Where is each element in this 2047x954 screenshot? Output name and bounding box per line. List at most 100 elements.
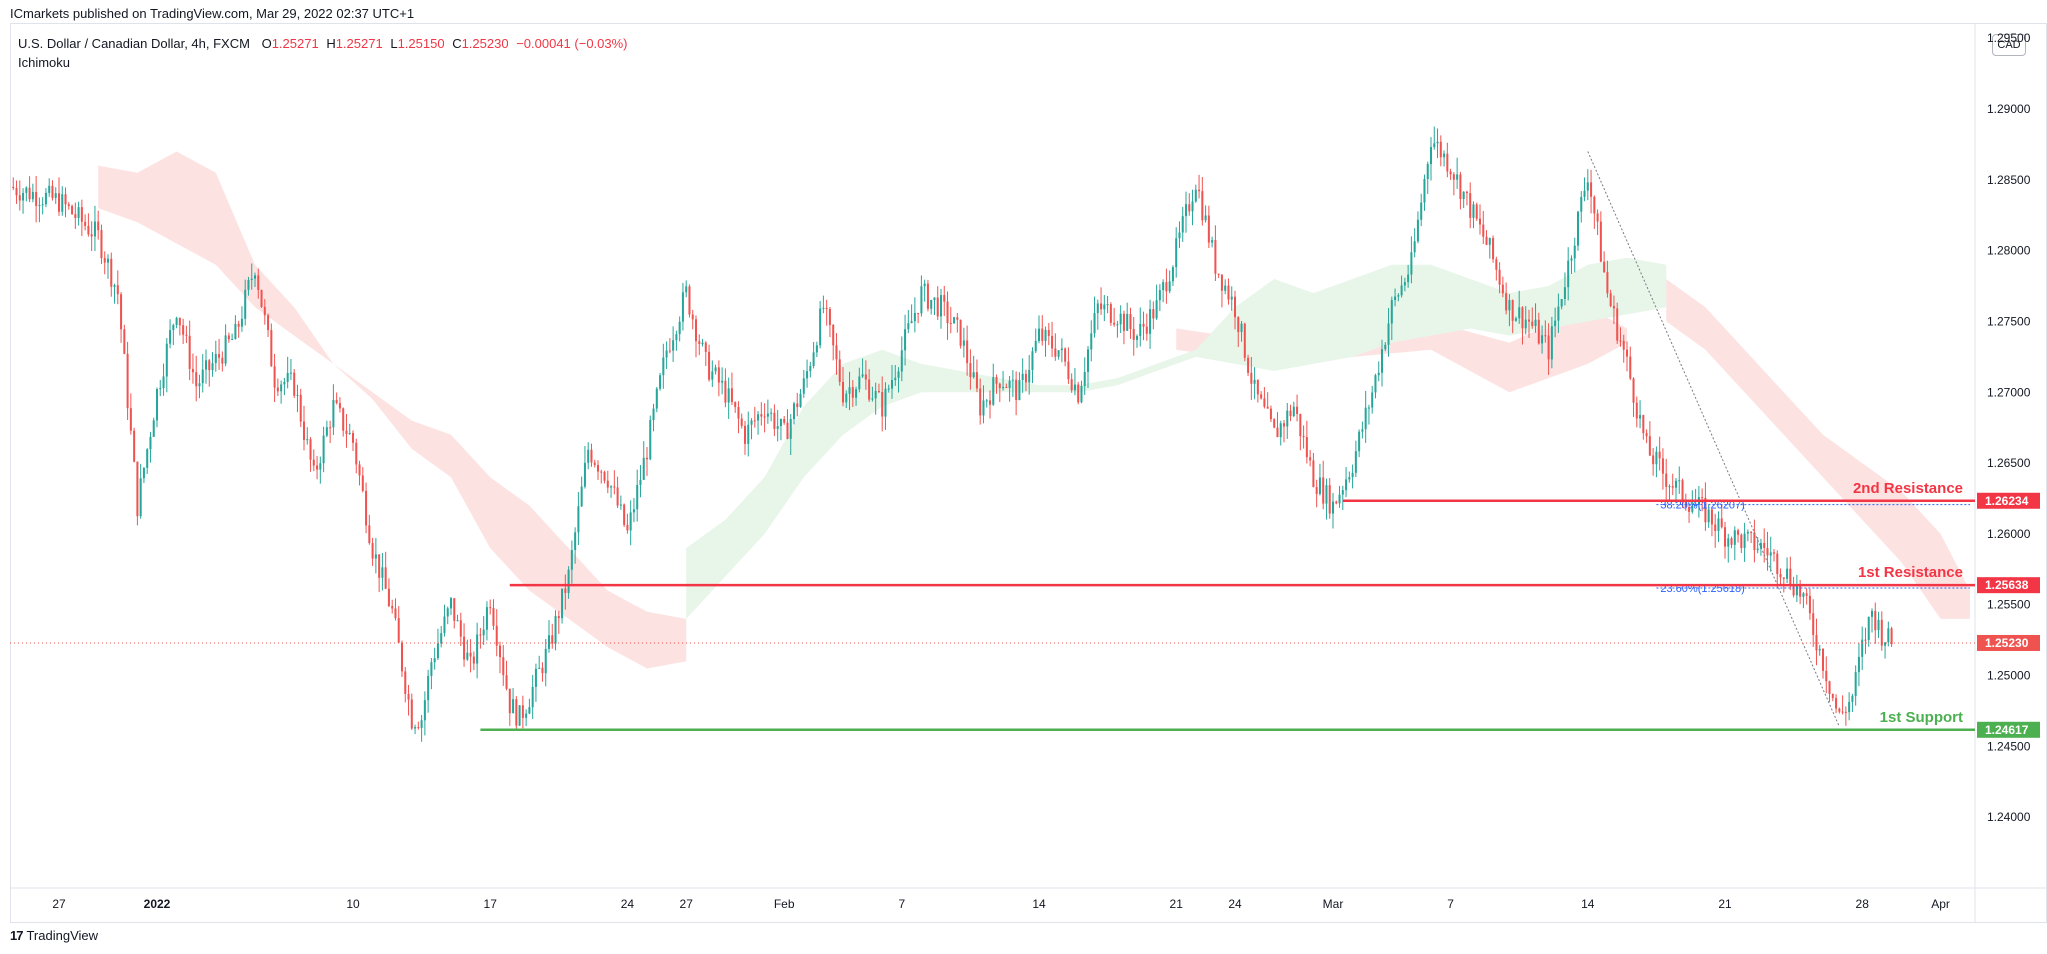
candle-body: [404, 671, 407, 694]
candle-body: [1077, 384, 1080, 403]
candle-body: [1756, 548, 1759, 551]
candle-body: [218, 354, 221, 358]
candle-body: [120, 294, 123, 330]
candle-body: [1073, 384, 1076, 391]
candle-body: [629, 512, 632, 531]
candle-body: [1449, 171, 1452, 175]
candle-body: [626, 524, 629, 531]
candle-body: [162, 376, 165, 389]
symbol-title[interactable]: U.S. Dollar / Canadian Dollar, 4h, FXCM: [18, 36, 250, 51]
candle-body: [623, 504, 626, 525]
candle-body: [832, 325, 835, 346]
candle-body: [224, 335, 227, 364]
candle-body: [943, 295, 946, 302]
candle-body: [472, 656, 475, 664]
candle-body: [332, 399, 335, 428]
close-label: C: [452, 36, 462, 51]
candle-body: [544, 648, 547, 674]
candle-body: [1371, 392, 1374, 408]
candle-body: [1848, 701, 1851, 713]
candle-body: [711, 371, 714, 380]
candle-body: [136, 461, 139, 517]
candle-body: [1086, 349, 1090, 372]
candle-body: [1217, 273, 1220, 275]
candle-body: [1403, 282, 1406, 286]
candle-body: [1155, 300, 1158, 319]
candle-body: [740, 418, 743, 426]
candle-body: [1743, 533, 1746, 548]
level-price-label: 1.26234: [1985, 494, 2029, 508]
high-value: 1.25271: [335, 36, 383, 51]
candle-body: [1622, 340, 1625, 350]
candle-body: [1109, 304, 1112, 323]
candle-body: [1838, 708, 1841, 712]
candle-body: [639, 479, 642, 485]
candle-body: [587, 449, 590, 463]
candle-body: [1482, 224, 1485, 237]
price-tick-label: 1.27500: [1987, 314, 2031, 328]
candle-body: [1237, 317, 1240, 333]
candle-body: [606, 480, 609, 488]
candle-body: [1508, 299, 1511, 311]
low-value: 1.25150: [397, 36, 445, 51]
candle-body: [1299, 413, 1302, 437]
candle-body: [1828, 681, 1831, 694]
candle-body: [260, 290, 263, 307]
candle-body: [528, 707, 531, 714]
candle-body: [508, 688, 511, 714]
candle-body: [1227, 285, 1230, 300]
candle-body: [1126, 313, 1129, 331]
candle-body: [1645, 433, 1648, 437]
candle-body: [1044, 329, 1047, 341]
time-tick-label: 14: [1581, 897, 1595, 911]
candle-body: [672, 340, 675, 351]
candle-body: [1207, 215, 1210, 243]
candle-body: [1821, 648, 1825, 671]
candle-body: [1083, 371, 1086, 387]
candle-body: [420, 720, 423, 728]
candle-body: [583, 462, 586, 487]
candle-body: [645, 457, 649, 460]
candle-body: [1759, 542, 1762, 549]
candle-body: [495, 625, 498, 646]
candle-body: [1178, 232, 1181, 239]
candle-body: [257, 275, 260, 291]
candle-body: [1861, 639, 1864, 657]
candle-body: [1563, 287, 1566, 299]
candle-body: [1302, 436, 1305, 438]
time-tick-label: 24: [621, 897, 635, 911]
candle-body: [982, 400, 985, 416]
candle-body: [1028, 369, 1031, 383]
candle-body: [417, 727, 420, 729]
candle-body: [1305, 437, 1308, 458]
candle-body: [22, 192, 25, 201]
candle-body: [221, 357, 224, 364]
candle-body: [920, 286, 923, 314]
candle-body: [708, 351, 711, 380]
candle-body: [1394, 296, 1397, 301]
candle-body: [1701, 497, 1704, 499]
candle-body: [825, 307, 828, 309]
candle-body: [737, 407, 740, 419]
candle-body: [521, 705, 524, 718]
footer-brand[interactable]: 17 TradingView: [10, 928, 98, 943]
candle-body: [1505, 293, 1508, 311]
candle-body: [1439, 141, 1442, 158]
candle-body: [1390, 300, 1393, 324]
currency-badge[interactable]: CAD: [1992, 34, 2026, 56]
fib-level-label: 38.20%(1.26207): [1660, 500, 1744, 512]
candle-body: [835, 345, 838, 360]
candle-body: [655, 388, 658, 409]
candle-body: [819, 308, 822, 346]
candle-body: [1612, 306, 1615, 309]
candle-body: [512, 699, 515, 714]
candle-body: [1005, 387, 1008, 389]
candle-body: [123, 329, 126, 354]
candle-body: [786, 422, 789, 439]
price-tick-label: 1.29000: [1987, 102, 2031, 116]
candle-body: [1011, 379, 1014, 381]
time-tick-label: 2022: [144, 897, 171, 911]
indicator-label[interactable]: Ichimoku: [18, 55, 71, 70]
candle-body: [227, 335, 230, 340]
